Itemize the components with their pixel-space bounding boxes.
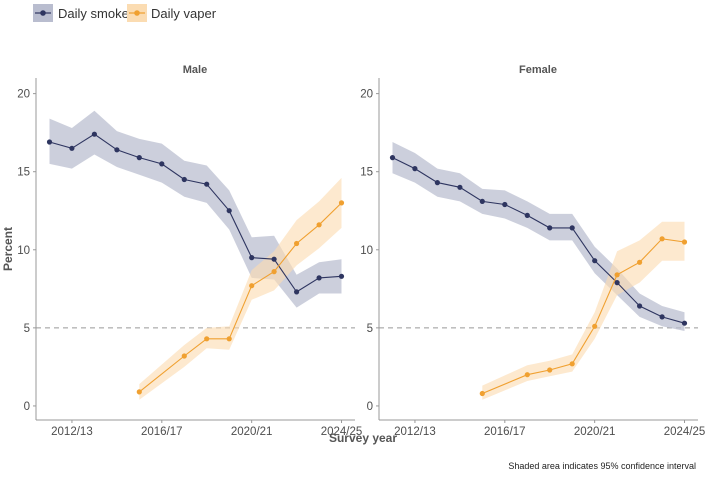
y-tick-label: 15 — [360, 167, 373, 179]
data-point-smoker — [136, 155, 142, 161]
data-point-smoker — [502, 201, 508, 208]
facet-panel-female: Female 0 5 10 15 20 2012/13 2016/17 2020/21 2024… — [360, 64, 705, 438]
data-point-vaper — [592, 323, 598, 329]
data-point-smoker — [181, 176, 187, 183]
data-point-smoker — [46, 139, 53, 145]
data-point-vaper — [547, 367, 553, 373]
data-point-smoker — [91, 131, 97, 137]
data-point-smoker — [114, 147, 120, 153]
data-point-smoker — [637, 303, 643, 309]
y-tick-label: 20 — [17, 89, 30, 101]
facet-panel-male: Male 0 5 10 15 20 2012/13 2016/17 2020/21 2024/2… — [17, 64, 362, 438]
series-line-smoker-male — [49, 133, 342, 293]
data-point-vaper — [338, 200, 345, 206]
data-point-vaper — [136, 389, 142, 395]
y-tick-label: 5 — [24, 323, 30, 335]
caption: Shaded area indicates 95% confidence int… — [508, 461, 696, 471]
legend-key-smoker-point — [40, 10, 46, 16]
data-point-smoker — [69, 145, 75, 151]
series-line-smoker-female — [392, 157, 685, 324]
data-point-smoker — [226, 208, 232, 214]
data-point-vaper — [294, 240, 300, 247]
data-point-smoker — [338, 273, 345, 279]
data-point-smoker — [614, 280, 620, 286]
ci-band-smoker-male — [49, 110, 342, 308]
y-tick-label: 5 — [367, 323, 373, 335]
data-point-smoker — [479, 198, 485, 204]
data-point-smoker — [569, 225, 575, 231]
legend-label-smoker: Daily smoker — [58, 6, 134, 21]
ci-band-smoker-female — [392, 142, 685, 331]
facet-title-male: Male — [183, 64, 207, 76]
data-point-smoker — [159, 161, 165, 167]
data-point-smoker — [681, 320, 688, 326]
data-point-smoker — [412, 166, 418, 172]
data-point-smoker — [457, 184, 463, 190]
data-point-vaper — [316, 222, 322, 228]
data-point-smoker — [249, 255, 255, 261]
facet-title-female: Female — [519, 64, 557, 76]
legend-key-vaper-point — [134, 10, 140, 16]
data-point-vaper — [614, 272, 620, 278]
data-point-vaper — [249, 283, 255, 289]
y-tick-label: 10 — [360, 245, 373, 257]
y-tick-label: 0 — [24, 401, 30, 413]
x-tick-label: 2020/21 — [574, 426, 616, 438]
x-tick-label: 2012/13 — [51, 426, 93, 438]
data-point-smoker — [524, 212, 530, 218]
data-point-smoker — [434, 180, 440, 186]
y-tick-label: 10 — [17, 245, 30, 257]
x-tick-label: 2024/25 — [321, 426, 363, 438]
data-point-vaper — [204, 336, 210, 342]
data-point-vaper — [681, 239, 688, 245]
data-point-vaper — [479, 390, 485, 397]
ci-band-vaper-female — [482, 221, 685, 400]
data-point-smoker — [204, 181, 210, 187]
data-point-smoker — [592, 258, 598, 264]
data-point-smoker — [547, 225, 553, 231]
legend: Daily smoker Daily vaper — [33, 4, 217, 22]
data-point-vaper — [226, 336, 232, 342]
data-point-smoker — [294, 289, 300, 295]
x-tick-label: 2016/17 — [141, 426, 183, 438]
data-point-vaper — [659, 236, 665, 242]
y-axis-title: Percent — [1, 227, 15, 271]
legend-label-vaper: Daily vaper — [151, 6, 217, 21]
data-point-smoker — [389, 155, 396, 161]
y-tick-label: 20 — [360, 89, 373, 101]
data-point-smoker — [316, 275, 322, 281]
data-point-vaper — [637, 259, 643, 265]
x-tick-label: 2020/21 — [231, 426, 273, 438]
data-point-smoker — [271, 256, 277, 262]
y-tick-label: 15 — [17, 167, 30, 179]
y-tick-label: 0 — [367, 401, 373, 413]
data-point-vaper — [569, 361, 575, 367]
x-tick-label: 2016/17 — [484, 426, 526, 438]
data-point-vaper — [271, 269, 277, 275]
ci-band-vaper-male — [139, 177, 342, 400]
x-tick-label: 2012/13 — [394, 426, 436, 438]
data-point-smoker — [659, 314, 665, 320]
x-axis-title: Survey year — [329, 431, 397, 445]
data-point-vaper — [181, 353, 187, 359]
x-tick-label: 2024/25 — [664, 426, 706, 438]
data-point-vaper — [524, 372, 530, 378]
